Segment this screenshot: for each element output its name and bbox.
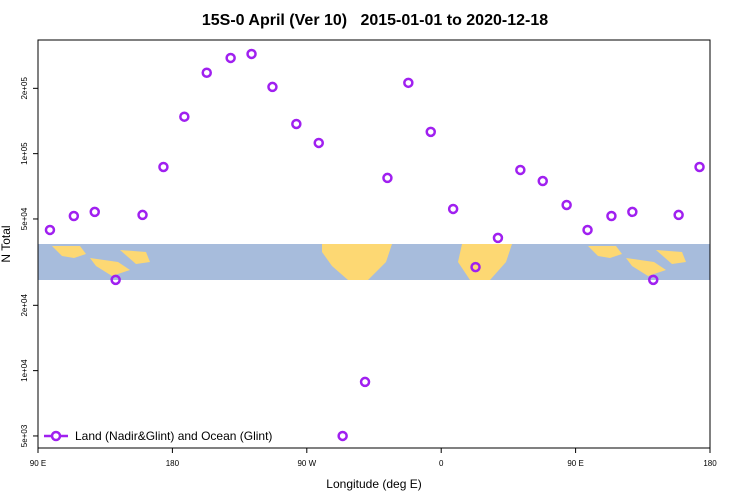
- x-tick-label: 180: [703, 459, 717, 468]
- point: [627, 206, 638, 218]
- point: [291, 118, 302, 130]
- map-strip: [38, 244, 710, 280]
- point: [648, 274, 659, 286]
- point: [492, 232, 504, 244]
- legend-marker: [50, 430, 62, 442]
- point: [561, 199, 572, 211]
- point: [44, 224, 56, 236]
- y-tick-label: 5e+04: [20, 207, 29, 230]
- point: [447, 203, 459, 215]
- y-axis-label: N Total: [0, 225, 13, 262]
- point: [382, 172, 393, 184]
- point: [359, 376, 371, 388]
- legend-label: Land (Nadir&Glint) and Ocean (Glint): [75, 429, 272, 443]
- point: [68, 210, 80, 222]
- x-axis-label: Longitude (deg E): [326, 477, 421, 491]
- land: [458, 244, 512, 280]
- x-tick-label: 180: [166, 459, 180, 468]
- x-tick-label: 90 E: [567, 459, 583, 468]
- point: [89, 206, 100, 218]
- point: [201, 67, 212, 78]
- point: [137, 209, 148, 221]
- x-tick-label: 0: [439, 459, 444, 468]
- y-tick-label: 5e+03: [20, 424, 29, 447]
- plot-frame: [37, 39, 711, 449]
- land: [588, 246, 686, 276]
- point: [225, 52, 236, 64]
- land: [322, 244, 392, 280]
- point: [470, 261, 481, 273]
- point: [425, 126, 436, 138]
- point: [158, 161, 169, 173]
- point: [246, 48, 257, 60]
- point: [673, 209, 684, 221]
- x-tick-label: 90 E: [30, 459, 46, 468]
- point: [267, 81, 278, 93]
- point: [179, 111, 190, 122]
- point: [537, 175, 548, 187]
- y-tick-label: 1e+04: [20, 359, 29, 382]
- y-tick-label: 1e+05: [20, 142, 29, 165]
- land: [52, 246, 150, 276]
- y-tick-label: 2e+05: [20, 77, 29, 100]
- chart-title: 15S-0 April (Ver 10) 2015-01-01 to 2020-…: [202, 12, 548, 29]
- point: [403, 77, 414, 89]
- point: [582, 224, 593, 236]
- y-tick-label: 2e+04: [20, 294, 29, 317]
- point: [606, 210, 617, 222]
- point: [313, 137, 324, 149]
- x-tick-label: 90 W: [297, 459, 316, 468]
- point: [694, 161, 705, 173]
- point: [110, 274, 121, 286]
- point: [515, 164, 526, 176]
- point: [337, 430, 348, 442]
